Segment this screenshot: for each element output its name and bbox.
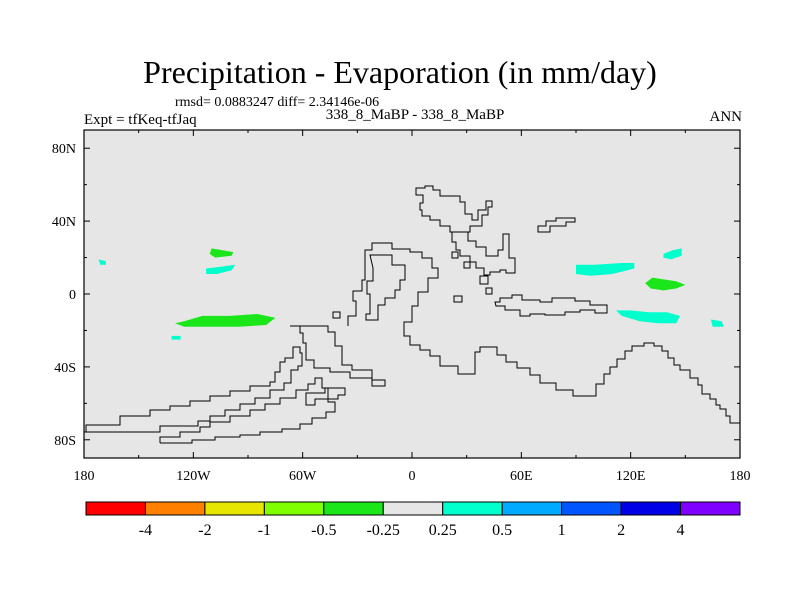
x-tick-label: 60W xyxy=(289,469,317,484)
contour-fills xyxy=(98,248,724,340)
coastline-eurasia-south xyxy=(494,294,608,317)
map-background xyxy=(84,130,740,458)
colorbar-swatch xyxy=(382,501,444,516)
colorbar-swatch xyxy=(85,501,146,516)
y-tick-label: 80S xyxy=(54,434,76,449)
coastline-north-america-east xyxy=(347,242,740,424)
colorbar-swatch xyxy=(323,501,384,516)
colorbar-swatch xyxy=(501,501,563,516)
colorbar-label: -0.5 xyxy=(311,522,336,539)
coastline-eurasia-north xyxy=(415,185,493,233)
coastline-island-small-4 xyxy=(485,287,493,295)
x-tick-label: 0 xyxy=(409,469,416,484)
coastline-island-small-2 xyxy=(451,251,459,259)
contour-region-5 xyxy=(576,263,635,276)
coastline-island-small-5 xyxy=(332,311,341,319)
contour-region-4 xyxy=(206,264,236,274)
coastline-north-america-west xyxy=(290,325,386,387)
coastline-island-small-6 xyxy=(453,295,463,303)
coastline-island-small-3 xyxy=(479,275,489,285)
case-label: 338_8_MaBP - 338_8_MaBP xyxy=(325,107,505,123)
colorbar-swatch xyxy=(263,501,325,516)
colorbar-swatch xyxy=(442,501,503,516)
y-tick-label: 80N xyxy=(52,142,76,157)
y-tick-label: 40N xyxy=(52,215,76,230)
contour-region-2 xyxy=(209,248,234,258)
stats-label: rmsd= 0.0883247 diff= 2.34146e-06 xyxy=(175,95,380,110)
y-tick-label: 40S xyxy=(54,361,76,376)
contour-region-6 xyxy=(616,310,680,324)
season-label: ANN xyxy=(709,109,743,125)
coastline-africa xyxy=(365,254,406,321)
colorbar-label: 4 xyxy=(677,522,685,539)
x-tick-label: 60E xyxy=(510,469,533,484)
colorbar-label: 2 xyxy=(617,522,625,539)
x-tick-label: 120E xyxy=(616,469,646,484)
x-tick-label: 180 xyxy=(74,469,95,484)
coastlines xyxy=(84,185,740,444)
colorbar-label: 0.25 xyxy=(429,522,457,539)
colorbar-swatch xyxy=(561,501,622,516)
contour-region-1 xyxy=(175,314,276,327)
contour-region-7 xyxy=(663,248,682,260)
colorbar-swatch xyxy=(680,501,741,516)
contour-region-9 xyxy=(98,259,106,265)
x-tick-label: 180 xyxy=(730,469,751,484)
coastline-south-america-inner xyxy=(159,377,336,444)
x-tick-label: 120W xyxy=(176,469,211,484)
colorbar-swatch xyxy=(620,501,682,516)
y-tick-label: 0 xyxy=(69,288,76,303)
colorbar-swatch xyxy=(144,501,206,516)
contour-region-10 xyxy=(171,335,181,340)
experiment-label: Expt = tfKeq-tfJaq xyxy=(84,112,197,128)
map-title: Precipitation - Evaporation (in mm/day) xyxy=(143,54,657,90)
colorbar-swatch xyxy=(204,501,265,516)
coastline-central-america xyxy=(305,387,346,406)
colorbar-label: -2 xyxy=(198,522,211,539)
colorbar-label: -4 xyxy=(139,522,152,539)
colorbar-label: -0.25 xyxy=(367,522,400,539)
contour-region-8 xyxy=(710,319,724,327)
colorbar: -4 -2 -1 -0.5 -0.25 0.25 0.5 1 2 4 xyxy=(85,501,741,539)
coastline-scandinavia xyxy=(451,231,516,276)
colorbar-label: 0.5 xyxy=(492,522,512,539)
coastline-island-small-1 xyxy=(463,261,471,269)
colorbar-label: -1 xyxy=(258,522,271,539)
colorbar-label: 1 xyxy=(558,522,566,539)
coastline-south-america xyxy=(84,346,303,433)
coastline-island-northeast xyxy=(537,217,576,233)
contour-region-3 xyxy=(645,277,686,291)
axis-ticks: 180 120W 60W 0 60E 120E 180 80N 40N 0 40S 80S xyxy=(52,130,751,484)
